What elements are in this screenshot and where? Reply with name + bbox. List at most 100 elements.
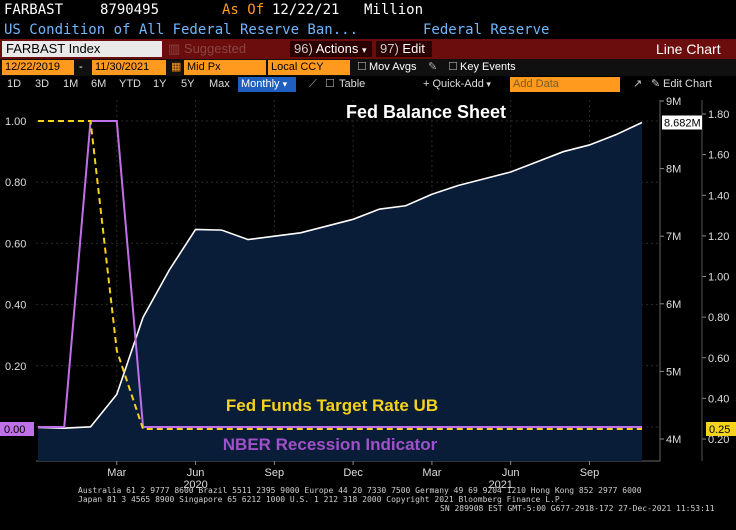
suggested-charts-button[interactable]: ▥ Suggested Charts — [164, 41, 286, 72]
description-bar: US Condition of All Federal Reserve Ban.… — [0, 21, 736, 39]
currency-select[interactable]: Local CCY — [268, 60, 350, 75]
x-tick-label: Dec — [343, 467, 363, 479]
left-tick-label: 1.00 — [5, 116, 26, 128]
calendar-icon[interactable]: ▦ — [171, 61, 182, 73]
period-ytd-tab[interactable]: YTD — [119, 78, 141, 90]
left-tick-label: 0.60 — [5, 238, 26, 250]
period-1m-tab[interactable]: 1M — [63, 78, 79, 90]
balance-last-value-tag — [662, 115, 702, 130]
add-data-input[interactable]: Add Data — [510, 77, 620, 92]
x-axis: Mar Jun Sep Dec Mar Jun Sep 2020 2021 — [107, 461, 599, 488]
rate-last-value-tag — [706, 422, 736, 436]
footer-line-2: Japan 81 3 4565 8900 Singapore 65 6212 1… — [78, 495, 565, 504]
frequency-value: Monthly — [241, 78, 280, 90]
right-tick-label: 0.20 — [708, 434, 729, 446]
ticker: FARBAST — [4, 2, 64, 18]
index-name-text: FARBAST Index — [6, 41, 101, 56]
pencil-icon[interactable]: ✎ — [428, 61, 438, 73]
edit-chart-label[interactable]: Edit Chart — [663, 78, 712, 90]
frequency-select[interactable]: Monthly ▾ — [238, 77, 296, 92]
toolbar: FARBAST Index ▥ Suggested Charts 96) Act… — [0, 39, 736, 72]
actions-number: 96) — [294, 41, 313, 56]
left-tick-label: 0.40 — [5, 300, 26, 312]
plus-icon: + — [423, 78, 433, 90]
x-tick-label: Jun — [187, 467, 205, 479]
middle-axis: 4M 5M 6M 7M 8M 9M — [660, 96, 681, 446]
x-year-label: 2020 — [183, 479, 207, 488]
index-name-field[interactable]: FARBAST Index — [2, 41, 162, 57]
x-tick-label: Mar — [107, 467, 126, 479]
header-bar: FARBAST 8790495 As Of 12/22/21 Million — [0, 0, 736, 21]
chart-area: 0.00 0.20 0.40 0.60 0.80 1.00 4M 5M 6M 7M 8M 9M 0.… — [0, 96, 736, 488]
rate-last-value-text: 0.25 — [709, 424, 730, 436]
frequency-chevron-down-icon: ▾ — [282, 79, 288, 89]
period-6m-tab[interactable]: 6M — [91, 78, 107, 90]
asof-label: As Of — [222, 2, 265, 18]
left-tick-label: 0.80 — [5, 177, 26, 189]
right-tick-label: 1.40 — [708, 190, 729, 202]
middle-tick-label: 6M — [666, 299, 681, 311]
period-bar: 1D 3D 1M 6M YTD 1Y 5Y Max Monthly ▾ ⟋ ☐ … — [0, 76, 736, 93]
recession-last-value-text: 0.00 — [4, 424, 25, 436]
edit-chart-pencil-icon[interactable]: ✎ — [651, 78, 661, 90]
balance-last-value-text: 8.682M — [664, 117, 701, 129]
right-tick-label: 1.80 — [708, 109, 729, 121]
price-select[interactable]: Mid Px — [184, 60, 266, 75]
fed-funds-rate-line — [38, 120, 642, 430]
start-date-field[interactable]: 12/22/2019 — [2, 60, 74, 75]
period-1d-tab[interactable]: 1D — [7, 78, 22, 90]
quick-add-button[interactable]: + Quick-Add ▾ — [420, 77, 494, 92]
table-label: Table — [339, 78, 366, 90]
period-3d-tab[interactable]: 3D — [35, 78, 50, 90]
units-label: Million — [364, 2, 424, 18]
end-date-field[interactable]: 11/30/2021 — [92, 60, 166, 75]
right-tick-label: 1.20 — [708, 231, 729, 243]
quick-add-chevron-down-icon: ▾ — [483, 79, 491, 89]
price-select-value: Mid Px — [187, 61, 221, 73]
x-tick-label: Sep — [580, 467, 600, 479]
collapse-icon[interactable]: ↗ — [633, 78, 643, 90]
left-tick-label: 0.20 — [5, 361, 26, 373]
last-value-tags: 8.682M 0.25 0.00 — [0, 115, 736, 436]
line-style-icon[interactable]: ⟋ — [309, 78, 317, 90]
quick-add-label: Quick-Add — [432, 78, 484, 90]
key-events-checkbox[interactable]: ☐ — [448, 61, 458, 73]
ticker-value: 8790495 — [100, 2, 160, 18]
balance-sheet-area — [38, 122, 642, 461]
actions-button[interactable]: 96) Actions ▾ — [290, 41, 372, 57]
mov-avgs-checkbox[interactable]: ☐ — [357, 61, 367, 73]
date-separator: - — [79, 61, 83, 73]
mov-avgs-label: Mov Avgs — [369, 61, 417, 73]
left-axis: 0.00 0.20 0.40 0.60 0.80 1.00 — [5, 116, 26, 434]
key-events-label: Key Events — [460, 61, 516, 73]
middle-tick-label: 9M — [666, 96, 681, 108]
actions-chevron-down-icon: ▾ — [361, 45, 367, 55]
fed-funds-series-label: Fed Funds Target Rate UB — [226, 396, 438, 415]
footer-line-1: Australia 61 2 9777 8600 Brazil 5511 239… — [78, 486, 642, 495]
recession-last-value-tag — [0, 422, 34, 436]
recession-indicator-line — [38, 120, 642, 428]
period-1y-tab[interactable]: 1Y — [153, 78, 167, 90]
right-tick-label: 1.60 — [708, 150, 729, 162]
series-description: US Condition of All Federal Reserve Ban.… — [4, 22, 359, 38]
x-tick-label: Jun — [502, 467, 520, 479]
middle-tick-label: 7M — [666, 231, 681, 243]
table-checkbox[interactable]: ☐ — [325, 78, 335, 90]
middle-tick-label: 4M — [666, 434, 681, 446]
x-tick-label: Mar — [422, 467, 441, 479]
period-max-tab[interactable]: Max — [209, 78, 230, 90]
footer-line-3: SN 289908 EST GMT-5:00 G677-2918-172 27-… — [440, 504, 715, 513]
suggested-charts-icon: ▥ — [168, 41, 184, 56]
right-tick-label: 0.80 — [708, 312, 729, 324]
right-tick-label: 1.00 — [708, 272, 729, 284]
currency-select-value: Local CCY — [271, 61, 324, 73]
asof-date: 12/22/21 — [272, 2, 340, 18]
middle-tick-label: 5M — [666, 366, 681, 378]
actions-label: Actions — [315, 41, 359, 56]
balance-sheet-line — [37, 121, 643, 429]
edit-number: 97) — [380, 41, 399, 56]
period-5y-tab[interactable]: 5Y — [181, 78, 195, 90]
chart-title: Fed Balance Sheet — [346, 102, 506, 122]
edit-button[interactable]: 97) Edit ▾ — [376, 41, 432, 71]
right-tick-label: 0.60 — [708, 353, 729, 365]
